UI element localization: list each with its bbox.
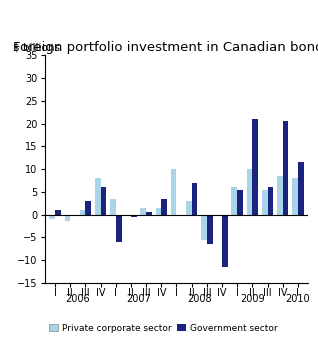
Bar bbox=[116, 215, 121, 242]
Bar bbox=[207, 215, 213, 244]
Bar bbox=[80, 210, 86, 215]
Bar bbox=[55, 210, 61, 215]
Text: $ billions: $ billions bbox=[13, 43, 60, 53]
Bar bbox=[171, 169, 176, 215]
Bar bbox=[146, 212, 152, 215]
Bar bbox=[277, 176, 283, 215]
Bar bbox=[156, 208, 161, 215]
Text: 2010: 2010 bbox=[286, 294, 310, 304]
Bar bbox=[262, 189, 267, 215]
Text: 2008: 2008 bbox=[187, 294, 211, 304]
Bar bbox=[125, 215, 131, 216]
Bar bbox=[246, 169, 252, 215]
Legend: Private corporate sector, Government sector: Private corporate sector, Government sec… bbox=[46, 321, 281, 337]
Bar bbox=[201, 215, 207, 240]
Bar bbox=[110, 199, 116, 215]
Text: 2006: 2006 bbox=[66, 294, 90, 304]
Bar bbox=[95, 178, 100, 215]
Bar bbox=[298, 162, 304, 215]
Bar bbox=[252, 119, 258, 215]
Bar bbox=[100, 187, 107, 215]
Bar bbox=[140, 208, 146, 215]
Bar bbox=[267, 187, 273, 215]
Text: 2007: 2007 bbox=[126, 294, 151, 304]
Bar bbox=[86, 201, 91, 215]
Bar bbox=[222, 215, 228, 267]
Bar bbox=[237, 189, 243, 215]
Bar bbox=[49, 215, 55, 219]
Bar bbox=[283, 121, 288, 215]
Bar bbox=[186, 201, 192, 215]
Bar bbox=[161, 199, 167, 215]
Bar bbox=[232, 187, 237, 215]
Text: 2009: 2009 bbox=[240, 294, 265, 304]
Bar bbox=[131, 215, 137, 217]
Text: Foreign portfolio investment in Canadian bonds: Foreign portfolio investment in Canadian… bbox=[13, 41, 318, 54]
Bar bbox=[65, 215, 70, 221]
Bar bbox=[192, 183, 197, 215]
Bar bbox=[292, 178, 298, 215]
